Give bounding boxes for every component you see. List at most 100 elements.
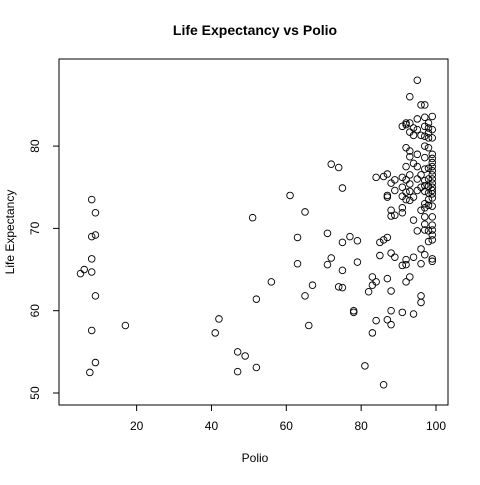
data-point [424,237,433,246]
data-point [368,329,377,337]
data-point [323,229,332,238]
data-point [428,125,437,134]
data-point [91,208,100,217]
data-point [87,232,96,241]
data-point [361,362,369,370]
data-point [346,232,354,241]
data-point [349,306,358,315]
data-point [233,367,242,376]
data-point [286,191,294,200]
data-point [301,292,309,300]
data-point [353,258,362,266]
data-point [413,150,422,159]
data-point [428,186,437,195]
data-point [424,195,433,204]
data-point [421,204,429,212]
data-point [406,153,414,161]
data-point [383,315,392,324]
data-point [428,158,437,167]
data-point [87,268,96,276]
data-point [379,172,388,181]
y-axis-label: Life Expectancy [3,190,17,275]
data-point [428,255,437,263]
data-point [387,287,395,295]
data-point [421,226,429,234]
data-point [421,142,429,150]
data-point [398,183,407,191]
data-point [413,175,422,183]
data-point [409,193,418,201]
data-point [91,231,100,239]
data-point [428,112,437,121]
data-points [76,76,437,389]
data-point [80,265,88,274]
data-point [409,253,418,261]
data-point [421,113,429,122]
data-point [424,227,433,235]
data-point [334,163,343,172]
data-point [387,206,395,215]
data-point [211,329,219,337]
data-point [417,298,425,307]
data-point [428,190,437,198]
data-point [87,326,96,335]
y-axis: 50 60 70 80 [28,139,60,400]
data-point [417,245,425,253]
data-point [248,213,257,222]
data-point [383,170,392,178]
data-point [402,162,410,171]
data-point [409,124,418,132]
data-point [305,321,313,330]
data-point [428,162,437,171]
data-point [87,195,96,204]
data-point [293,233,302,242]
data-point [233,348,242,356]
y-tick-label: 70 [28,221,42,235]
data-point [349,308,358,317]
data-point [91,358,100,367]
data-point [413,162,422,171]
data-point [91,292,100,300]
data-point [308,281,317,289]
data-point [428,221,437,229]
data-point [87,255,96,263]
data-point [402,120,410,129]
data-point [421,187,429,196]
data-point [428,236,437,244]
data-point [387,306,395,315]
y-tick-label: 60 [28,304,42,318]
data-point [383,233,392,242]
data-point [387,212,395,220]
data-point [424,143,433,152]
data-point [301,208,309,216]
data-point [424,119,433,127]
data-point [338,266,347,275]
data-point [424,175,433,183]
data-point [327,160,335,168]
data-point [353,236,362,245]
data-point [413,125,422,134]
data-point [368,273,377,281]
data-point [406,147,414,155]
data-point [391,176,399,184]
data-point [406,273,414,281]
data-point [372,316,380,325]
data-point [417,292,425,300]
data-point [428,226,437,234]
data-point [409,131,418,140]
data-point [421,220,429,229]
data-point [86,368,94,377]
data-point [402,176,410,184]
data-point [252,363,261,372]
data-point [428,150,437,159]
data-point [327,254,335,262]
y-tick-label: 80 [28,139,42,153]
data-point [421,250,429,259]
data-point [372,173,380,182]
data-point [364,288,373,296]
data-point [398,261,407,270]
data-point [413,227,422,235]
data-point [76,269,85,278]
data-point [391,186,399,195]
